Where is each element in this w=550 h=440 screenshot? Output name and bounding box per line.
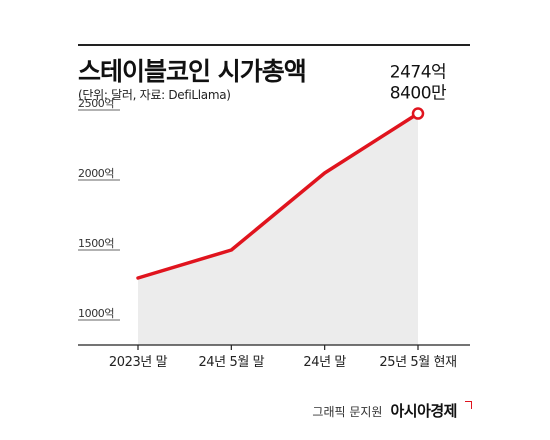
top-rule	[78, 44, 470, 46]
x-tick-label: 2023년 말	[109, 355, 168, 370]
y-tick-label: 1000억	[78, 307, 114, 320]
last-point-marker	[411, 107, 425, 120]
series-line	[136, 111, 420, 280]
x-tick-label: 24년 5월 말	[198, 355, 264, 370]
credit-line: 그래픽 문지원 아시아경제	[312, 400, 472, 421]
y-tick-label: 2500억	[78, 97, 114, 110]
last-value-label-line2: 8400만	[390, 84, 447, 104]
area-fill	[138, 113, 418, 345]
x-tick-label: 24년 말	[303, 355, 346, 370]
chart-subtitle: (단위: 달러, 자료: DefiLlama)	[78, 88, 231, 102]
last-value-label-line1: 2474억	[390, 63, 446, 83]
graphic-credit: 그래픽 문지원	[312, 405, 383, 419]
brand-mark-icon	[465, 401, 472, 409]
brand-logo: 아시아경제	[390, 402, 457, 420]
chart-title: 스테이블코인 시가총액	[78, 57, 307, 86]
y-tick-label: 1500억	[78, 237, 114, 250]
x-tick-label: 25년 5월 현재	[379, 355, 456, 370]
y-tick-label: 2000억	[78, 167, 114, 180]
